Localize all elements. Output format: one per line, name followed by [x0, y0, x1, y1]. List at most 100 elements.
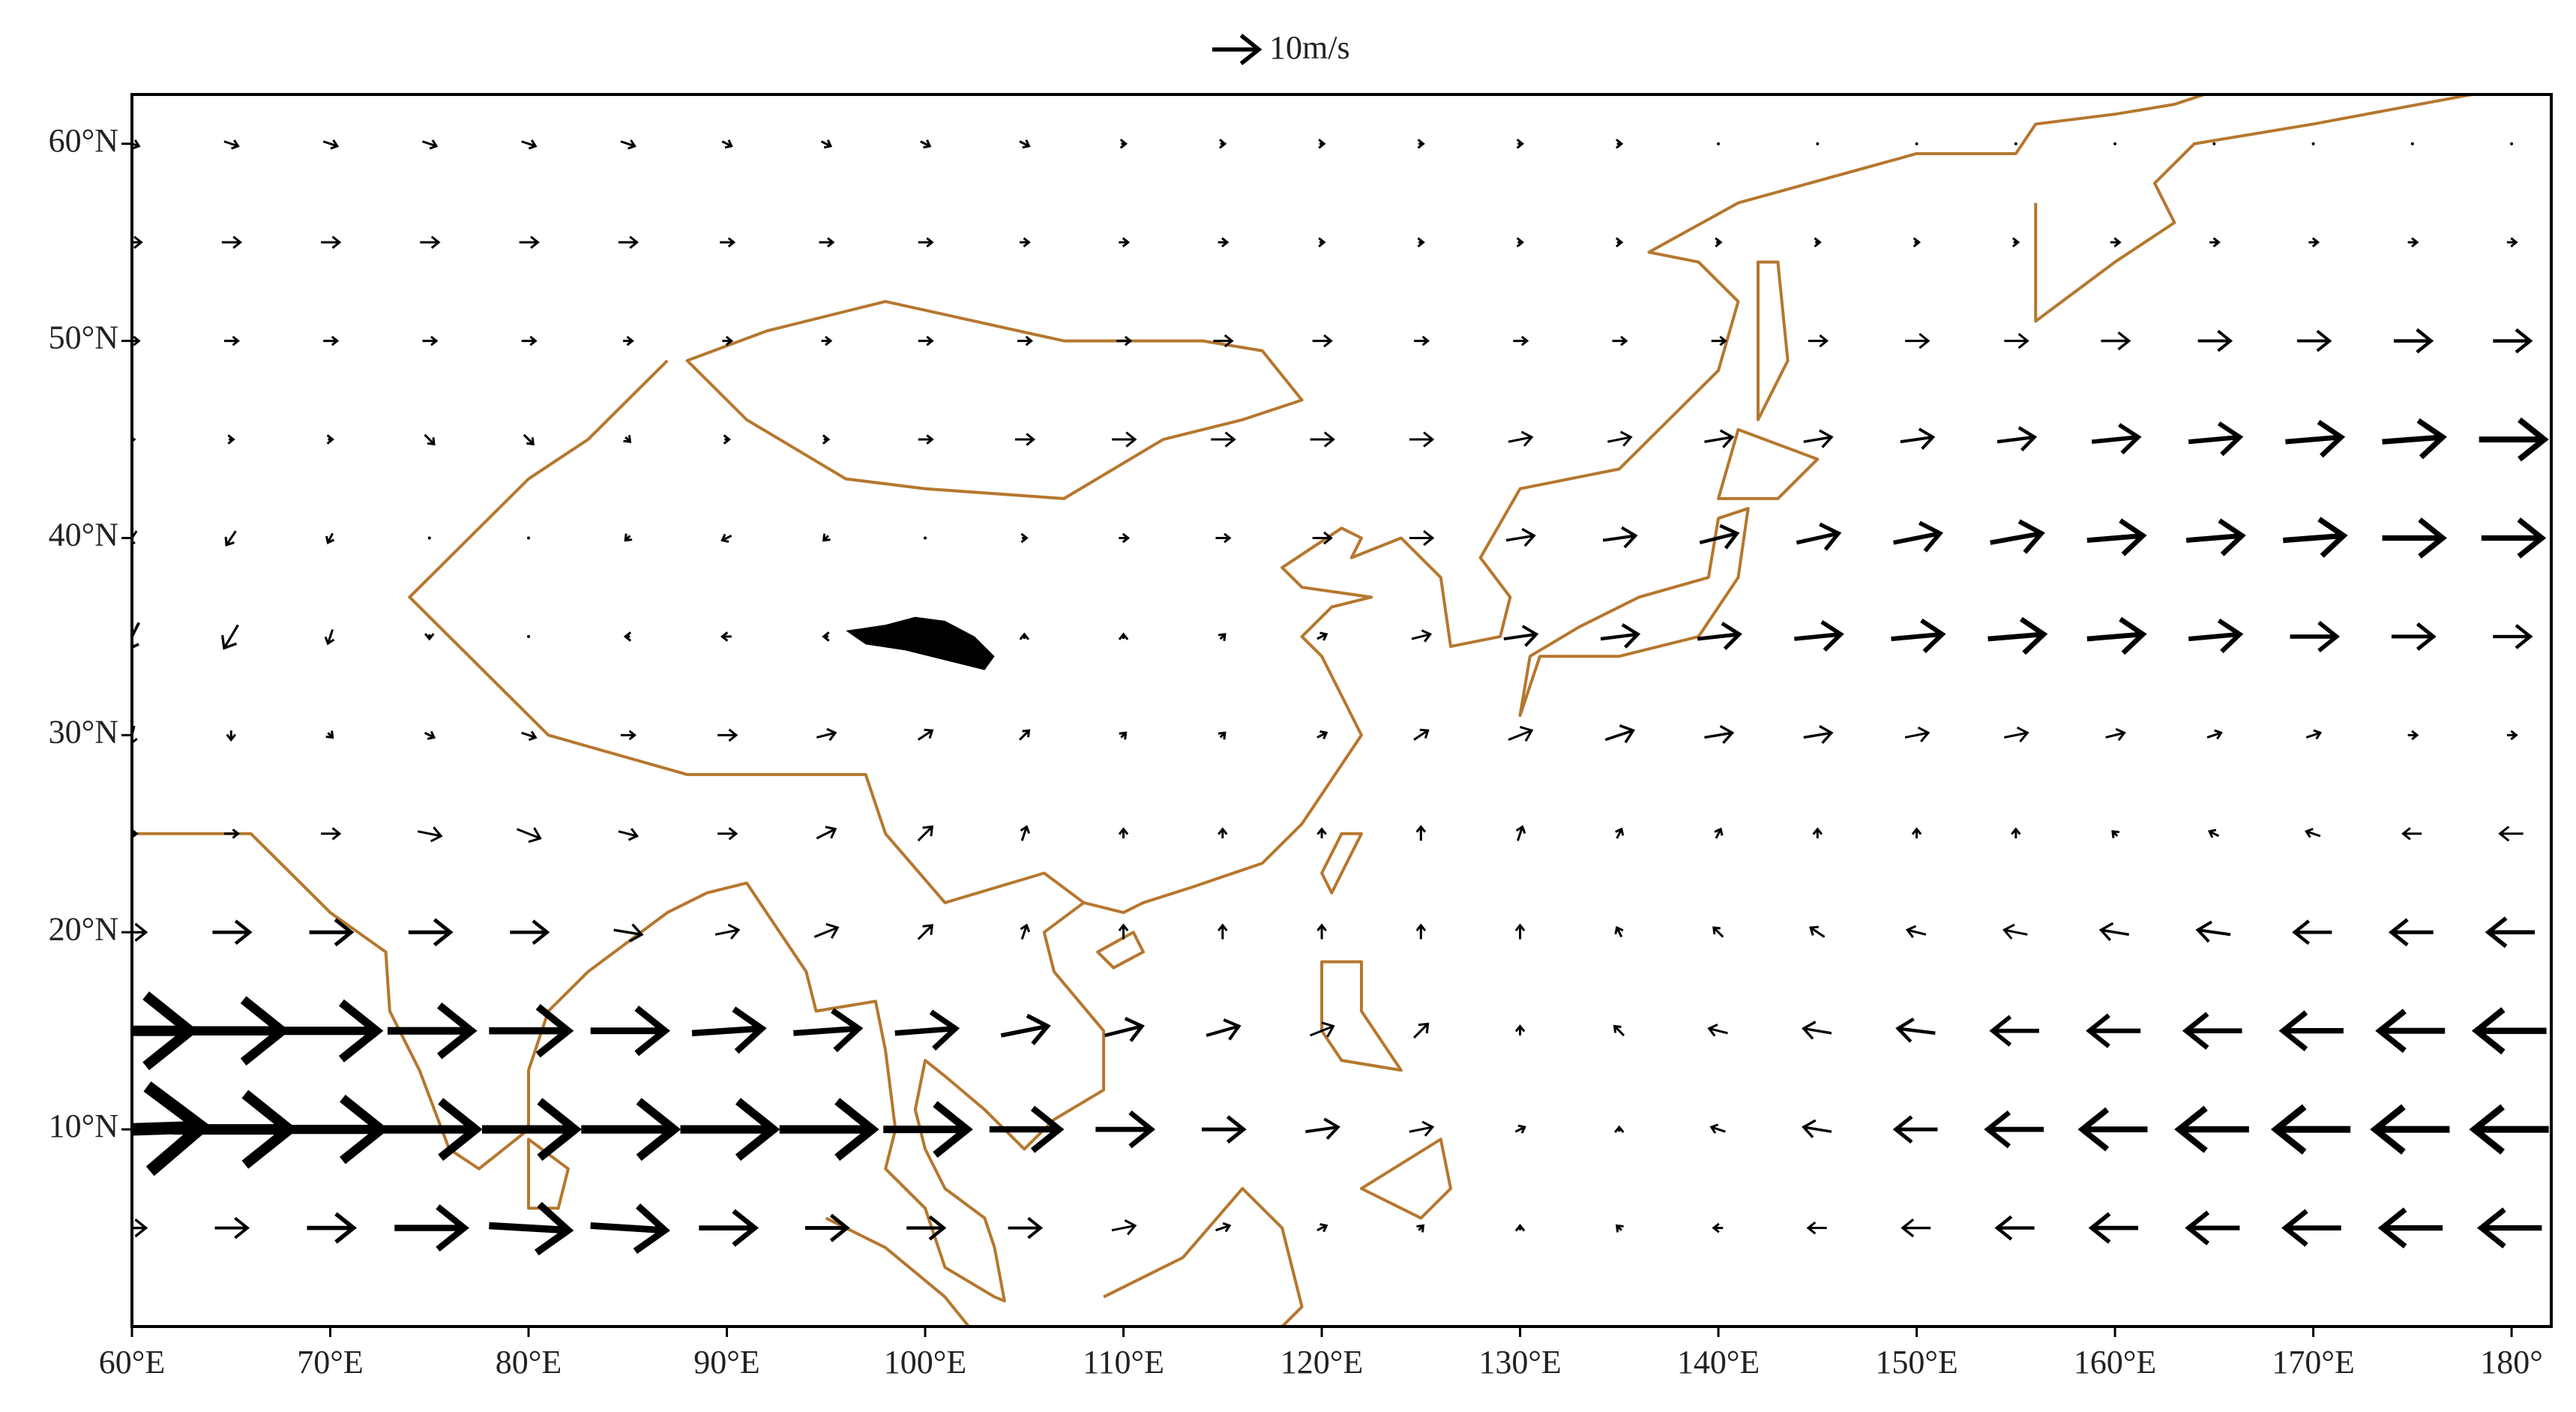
wind-vector — [1119, 138, 1128, 149]
wind-vector — [132, 725, 138, 745]
wind-vector — [1814, 237, 1822, 247]
wind-vector — [691, 1006, 767, 1054]
wind-vector — [489, 1201, 574, 1256]
wind-vector — [2493, 624, 2533, 649]
wind-vector — [1508, 726, 1534, 742]
wind-vector — [2510, 142, 2514, 145]
wind-vector — [1615, 237, 1624, 247]
wind-vector — [2308, 237, 2320, 247]
wind-vector — [820, 139, 833, 149]
wind-vector — [917, 728, 934, 741]
wind-vector — [1218, 138, 1227, 149]
wind-vector — [2479, 417, 2549, 462]
wind-vector — [1112, 431, 1137, 448]
wind-vector — [1714, 827, 1724, 839]
wind-vector — [1318, 237, 1326, 247]
wind-vector — [2469, 1104, 2549, 1155]
wind-vector — [1612, 335, 1628, 346]
wind-vector — [2206, 729, 2223, 740]
wind-vector — [307, 1212, 357, 1244]
wind-vector — [2407, 730, 2419, 741]
wind-vector — [623, 435, 632, 443]
wind-vector — [1218, 633, 1227, 641]
wind-vector — [2086, 616, 2147, 655]
x-tick-label: 90°E — [693, 1344, 759, 1381]
wind-vector — [132, 335, 141, 346]
reference-vector — [1212, 33, 1263, 66]
wind-vector — [523, 433, 535, 445]
wind-vector — [132, 922, 148, 942]
wind-vector — [132, 139, 141, 150]
wind-vector — [721, 139, 733, 149]
wind-vector — [2188, 421, 2244, 457]
wind-vector — [1305, 1117, 1340, 1140]
sakhalin — [1758, 262, 1788, 419]
wind-vector — [1020, 237, 1031, 247]
wind-vector — [1904, 726, 1931, 743]
wind-vector — [1513, 335, 1529, 346]
wind-vector — [1893, 520, 1944, 553]
wind-vector — [1118, 923, 1129, 940]
wind-vector — [618, 828, 639, 841]
wind-vector — [1316, 827, 1327, 838]
wind-vector — [132, 235, 143, 249]
wind-vector — [1712, 1222, 1724, 1234]
wind-vector — [1309, 1021, 1335, 1038]
wind-vector — [1715, 237, 1723, 247]
asia-coast — [132, 85, 2234, 1301]
wind-vector — [1984, 1110, 2044, 1149]
wind-vector — [321, 827, 342, 841]
x-tick-label: 120°E — [1281, 1344, 1363, 1381]
wind-vector — [813, 922, 840, 939]
wind-vector — [1218, 237, 1230, 247]
wind-vector — [212, 919, 253, 946]
wind-vector — [2188, 618, 2244, 654]
wind-vector — [2498, 826, 2524, 842]
wind-vector — [1602, 526, 1638, 549]
wind-vector — [1699, 523, 1740, 550]
wind-vector — [2212, 142, 2216, 145]
wind-vector — [1119, 731, 1128, 740]
wind-vector — [1711, 335, 1727, 346]
wind-vector — [2485, 916, 2536, 949]
wind-vector — [779, 1098, 879, 1162]
wind-vector — [1417, 237, 1425, 247]
wind-vector — [1104, 1017, 1145, 1042]
x-tick-label: 130°E — [1478, 1344, 1561, 1381]
wind-vector — [2004, 726, 2029, 743]
wind-vector — [1008, 1216, 1044, 1240]
masked-terrain — [846, 616, 995, 670]
wind-vector — [2296, 329, 2332, 352]
wind-vector — [1415, 923, 1427, 940]
wind-vector — [1615, 138, 1624, 149]
wind-vector — [1503, 625, 1539, 647]
wind-vector — [1514, 1024, 1526, 1036]
wind-vector — [2098, 922, 2129, 941]
wind-vector — [180, 996, 290, 1066]
wind-vector — [417, 826, 443, 843]
wind-vector — [1116, 335, 1133, 346]
wind-vector — [1413, 728, 1430, 741]
wind-vector — [620, 730, 637, 741]
wind-vector — [613, 923, 644, 943]
wind-vector — [804, 1213, 850, 1243]
x-tick-label: 180° — [2480, 1344, 2543, 1381]
wind-vector — [1514, 923, 1526, 940]
wind-vector — [2185, 518, 2246, 556]
wind-vector — [1218, 827, 1228, 838]
wind-vector — [1312, 334, 1333, 348]
hokkaido — [1718, 430, 1817, 499]
wind-vector — [323, 335, 340, 346]
wind-vector — [1803, 429, 1834, 448]
wind-vector — [1409, 431, 1435, 448]
wind-vector — [489, 1003, 574, 1058]
borneo — [1104, 1189, 1302, 1346]
x-tick-label: 170°E — [2272, 1344, 2354, 1381]
wind-vector — [822, 631, 830, 642]
wind-vector — [2493, 328, 2533, 354]
wind-vector — [424, 730, 436, 740]
wind-vector — [1412, 1022, 1430, 1039]
wind-vector — [519, 235, 540, 249]
wind-vector — [1213, 334, 1234, 348]
kamchatka — [2035, 94, 2472, 321]
